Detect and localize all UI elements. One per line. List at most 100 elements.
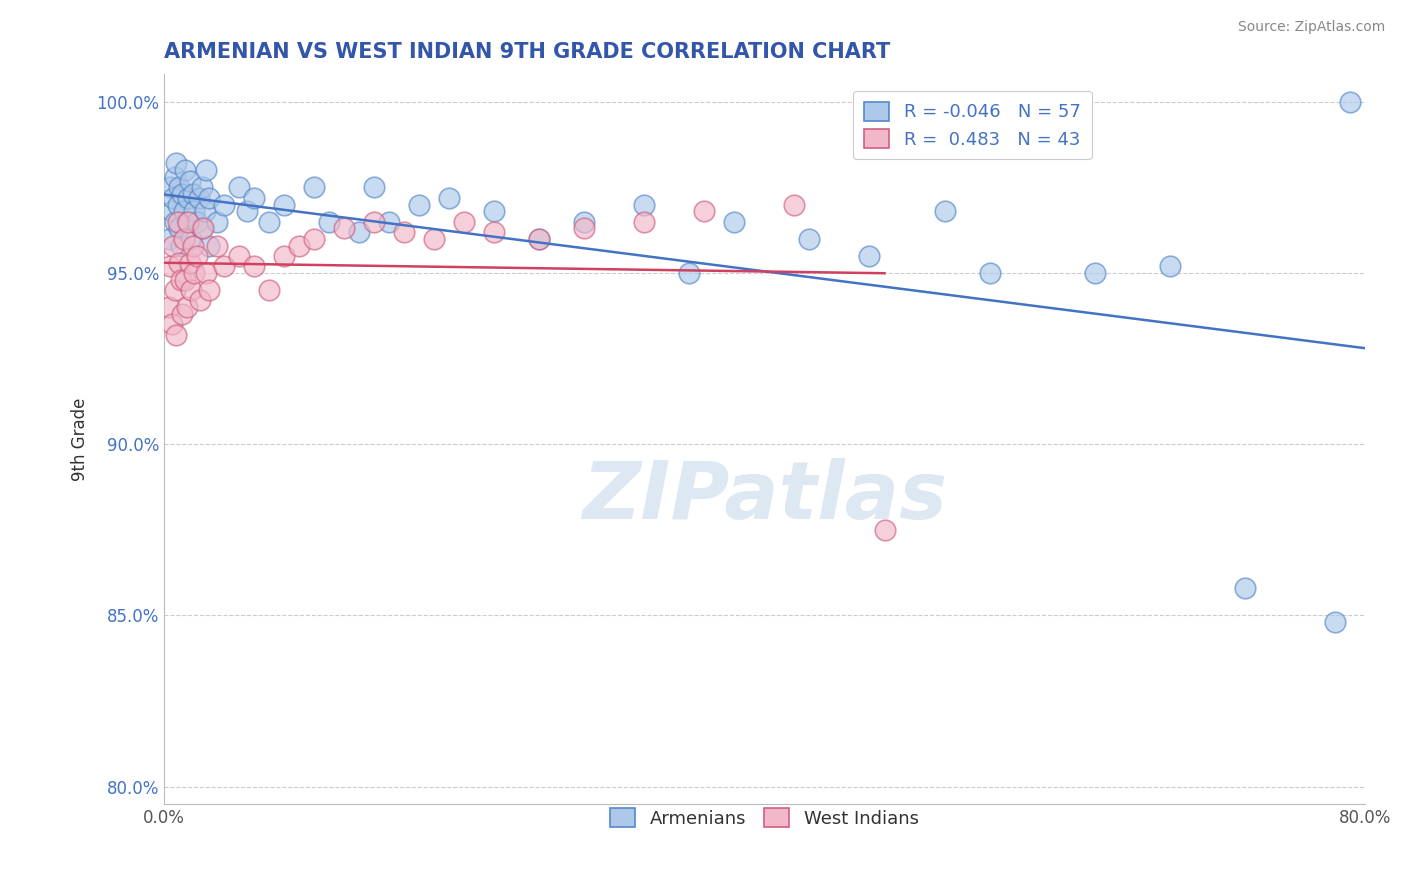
Point [157, 232, 180, 246]
Point [188, 293, 211, 308]
Point [183, 266, 205, 280]
Point [288, 238, 311, 252]
Point [166, 214, 188, 228]
Point [167, 256, 190, 270]
Point [159, 259, 181, 273]
Point [873, 523, 896, 537]
Point [173, 204, 195, 219]
Point [273, 249, 295, 263]
Point [228, 249, 250, 263]
Point [453, 214, 475, 228]
Point [243, 259, 266, 273]
Point [529, 232, 551, 246]
Point [1233, 581, 1256, 595]
Point [186, 249, 208, 263]
Point [190, 180, 212, 194]
Point [176, 214, 198, 228]
Point [212, 197, 235, 211]
Point [174, 163, 197, 178]
Point [180, 283, 202, 297]
Point [693, 204, 716, 219]
Point [302, 232, 325, 246]
Point [176, 300, 198, 314]
Point [633, 197, 655, 211]
Legend: Armenians, West Indians: Armenians, West Indians [603, 800, 927, 835]
Point [162, 238, 184, 252]
Point [160, 204, 183, 219]
Point [1323, 615, 1346, 630]
Point [205, 214, 228, 228]
Point [191, 221, 214, 235]
Point [159, 180, 181, 194]
Point [439, 191, 461, 205]
Point [212, 259, 235, 273]
Point [198, 238, 221, 252]
Point [979, 266, 1001, 280]
Point [190, 221, 212, 235]
Point [574, 214, 596, 228]
Point [193, 204, 215, 219]
Point [177, 191, 200, 205]
Point [173, 232, 195, 246]
Point [934, 204, 956, 219]
Point [163, 214, 186, 228]
Point [529, 232, 551, 246]
Point [408, 197, 430, 211]
Point [187, 191, 209, 205]
Point [180, 232, 202, 246]
Point [167, 221, 190, 235]
Point [235, 204, 257, 219]
Point [195, 266, 218, 280]
Point [181, 187, 204, 202]
Point [166, 197, 188, 211]
Point [378, 214, 401, 228]
Point [170, 187, 193, 202]
Point [169, 273, 191, 287]
Point [157, 300, 180, 314]
Point [170, 307, 193, 321]
Point [318, 214, 340, 228]
Point [228, 180, 250, 194]
Point [181, 238, 204, 252]
Point [678, 266, 700, 280]
Point [423, 232, 446, 246]
Point [198, 283, 221, 297]
Point [484, 204, 506, 219]
Point [257, 214, 280, 228]
Point [160, 318, 183, 332]
Point [1339, 95, 1361, 109]
Point [165, 327, 187, 342]
Point [163, 283, 186, 297]
Point [783, 197, 806, 211]
Point [165, 156, 187, 170]
Point [169, 238, 191, 252]
Text: ARMENIAN VS WEST INDIAN 9TH GRADE CORRELATION CHART: ARMENIAN VS WEST INDIAN 9TH GRADE CORREL… [165, 42, 890, 62]
Point [163, 170, 186, 185]
Point [177, 214, 200, 228]
Point [179, 173, 201, 187]
Point [363, 180, 385, 194]
Point [363, 214, 385, 228]
Point [1084, 266, 1107, 280]
Text: Source: ZipAtlas.com: Source: ZipAtlas.com [1237, 20, 1385, 34]
Point [183, 204, 205, 219]
Point [723, 214, 745, 228]
Point [333, 221, 356, 235]
Point [392, 225, 415, 239]
Point [174, 273, 197, 287]
Point [205, 238, 228, 252]
Point [243, 191, 266, 205]
Text: ZIPatlas: ZIPatlas [582, 458, 946, 536]
Point [484, 225, 506, 239]
Point [574, 221, 596, 235]
Point [273, 197, 295, 211]
Y-axis label: 9th Grade: 9th Grade [72, 397, 89, 481]
Point [633, 214, 655, 228]
Point [858, 249, 880, 263]
Point [179, 256, 201, 270]
Point [167, 180, 190, 194]
Point [162, 191, 184, 205]
Point [186, 214, 208, 228]
Point [302, 180, 325, 194]
Point [257, 283, 280, 297]
